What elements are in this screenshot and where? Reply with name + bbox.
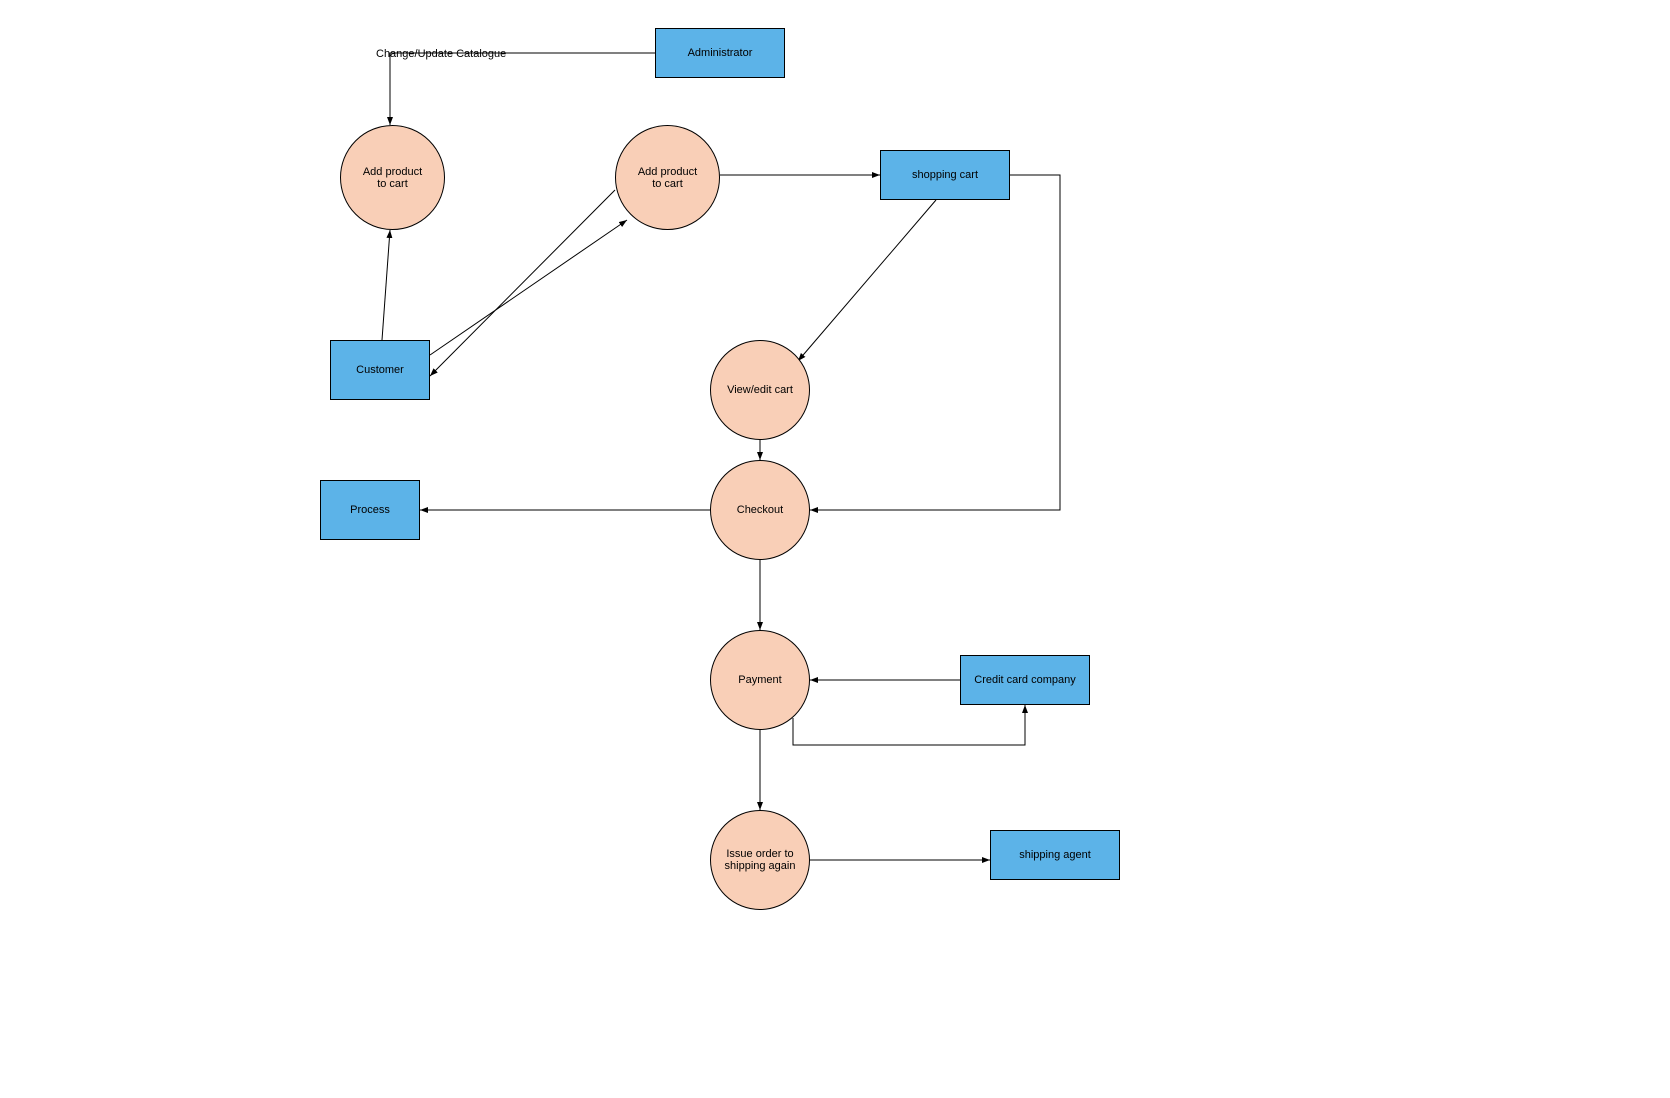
node-label: Credit card company (974, 674, 1076, 686)
node-addprod1: Add product to cart (340, 125, 445, 230)
node-label: Administrator (688, 47, 753, 59)
edge-e_shop_checkout (810, 175, 1060, 510)
node-label: shopping cart (912, 169, 978, 181)
node-customer: Customer (330, 340, 430, 400)
node-administrator: Administrator (655, 28, 785, 78)
node-payment: Payment (710, 630, 810, 730)
node-creditcard: Credit card company (960, 655, 1090, 705)
node-label: Issue order to shipping again (725, 848, 796, 872)
edge-e_pay_cc (793, 705, 1025, 745)
node-checkout: Checkout (710, 460, 810, 560)
edge-e_cust_add2 (430, 220, 627, 355)
node-issueorder: Issue order to shipping again (710, 810, 810, 910)
node-label: Payment (738, 674, 781, 686)
edge-e_admin (390, 53, 655, 125)
node-label: Process (350, 504, 390, 516)
node-label: View/edit cart (727, 384, 793, 396)
node-label: Customer (356, 364, 404, 376)
edge-e_shop_view (798, 200, 936, 361)
edge-label-e_admin: Change/Update Catalogue (376, 48, 506, 60)
node-label: Add product to cart (638, 166, 697, 190)
node-process: Process (320, 480, 420, 540)
node-shoppingcart: shopping cart (880, 150, 1010, 200)
node-label: Checkout (737, 504, 783, 516)
node-shipagent: shipping agent (990, 830, 1120, 880)
edges-layer (0, 0, 1670, 1098)
edge-e_add2_cust (430, 190, 615, 376)
node-addprod2: Add product to cart (615, 125, 720, 230)
edge-e_cust_add1 (382, 230, 390, 340)
node-label: shipping agent (1019, 849, 1091, 861)
node-label: Add product to cart (363, 166, 422, 190)
node-viewedit: View/edit cart (710, 340, 810, 440)
